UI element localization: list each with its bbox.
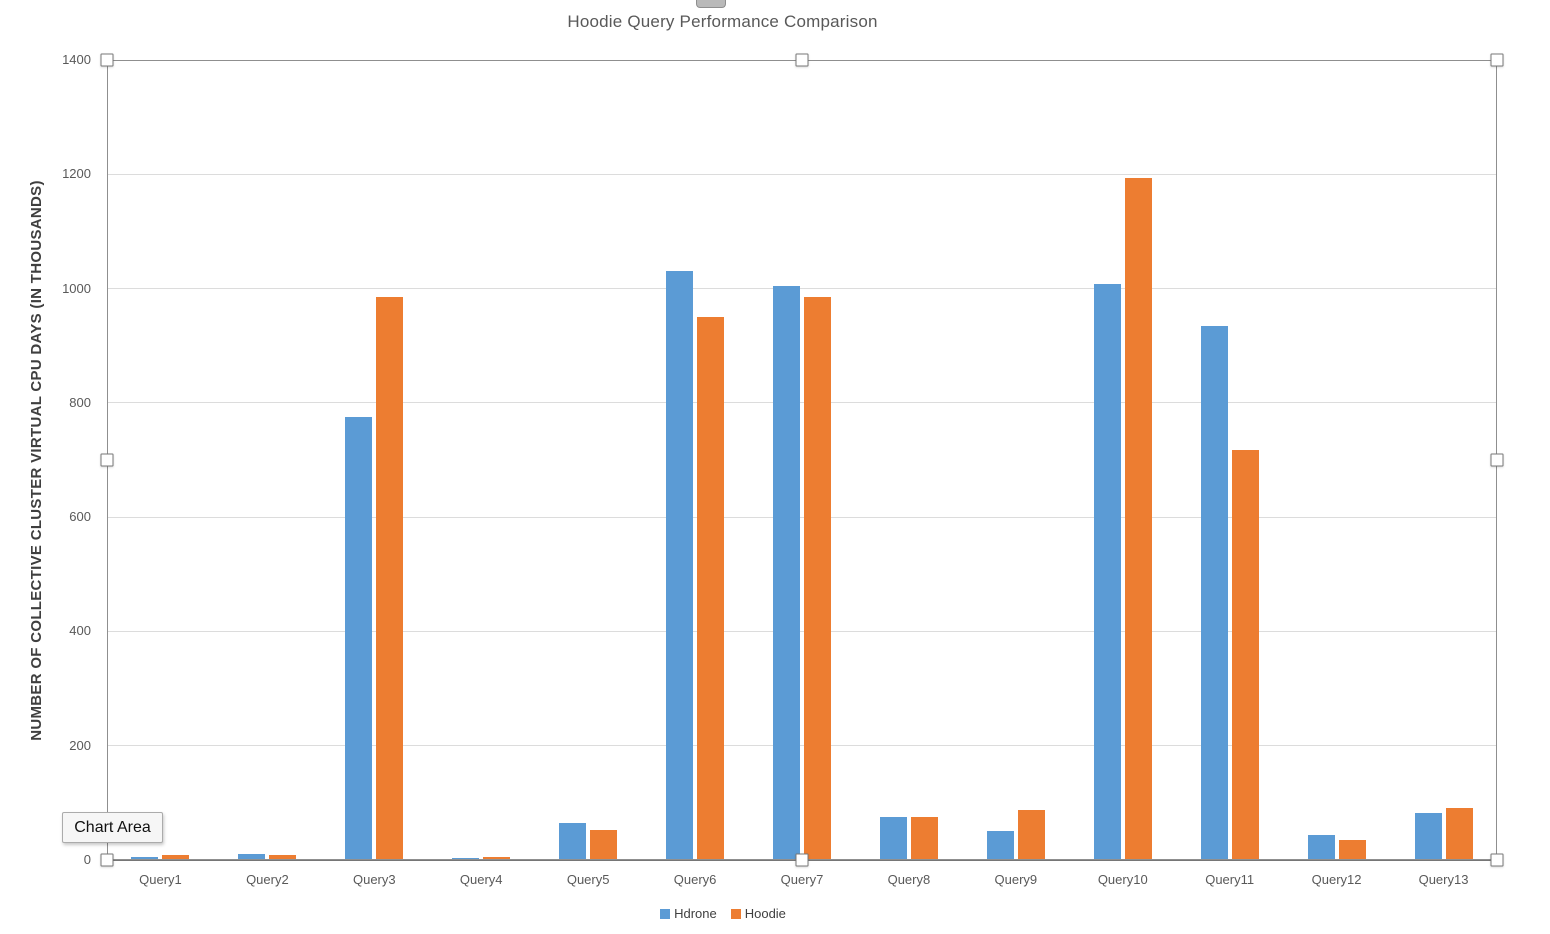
gridline: [107, 402, 1497, 404]
bar-hdrone-query5[interactable]: [559, 822, 587, 860]
selection-handle[interactable]: [1490, 853, 1504, 867]
bar-hoodie-query6[interactable]: [697, 317, 725, 860]
selection-handle[interactable]: [1490, 453, 1504, 467]
x-tick-label-query1: Query1: [139, 872, 182, 887]
bar-hoodie-query9[interactable]: [1017, 809, 1045, 860]
bar-hoodie-query12[interactable]: [1338, 840, 1366, 860]
y-tick-label: 1000: [62, 280, 91, 296]
gridline: [107, 745, 1497, 747]
x-tick-label-query4: Query4: [459, 872, 503, 887]
bar-hdrone-query1[interactable]: [131, 857, 159, 860]
bar-hoodie-query3[interactable]: [376, 297, 404, 860]
y-tick-label: 1200: [62, 166, 91, 182]
chart-title[interactable]: Hoodie Query Performance Comparison: [567, 12, 878, 31]
selection-handle[interactable]: [100, 853, 114, 867]
x-tick-label-query11: Query11: [1205, 872, 1255, 887]
legend-swatch-icon: [730, 908, 741, 919]
bar-hdrone-query8[interactable]: [879, 817, 907, 860]
x-tick-label-query3: Query3: [352, 872, 396, 887]
gridline: [107, 630, 1497, 632]
bar-hoodie-query8[interactable]: [910, 817, 938, 860]
bar-hoodie-query13[interactable]: [1445, 808, 1473, 860]
x-tick-label-query12: Query12: [1311, 872, 1362, 887]
bar-hdrone-query12[interactable]: [1307, 834, 1335, 860]
x-tick-label-query8: Query8: [887, 872, 931, 887]
selection-handle[interactable]: [795, 853, 809, 867]
bar-hoodie-query2[interactable]: [269, 854, 297, 860]
bar-hdrone-query3[interactable]: [345, 417, 373, 860]
y-tick-label: 0: [83, 852, 91, 867]
y-tick-label: 800: [69, 394, 91, 410]
bar-hdrone-query7[interactable]: [773, 285, 800, 860]
x-tick-label-query6: Query6: [673, 872, 717, 887]
y-tick-label: 400: [69, 623, 91, 639]
bar-hoodie-query11[interactable]: [1231, 449, 1259, 860]
legend-item-hdrone[interactable]: Hdrone: [660, 906, 717, 921]
bar-hdrone-query11[interactable]: [1200, 325, 1228, 860]
selection-handle[interactable]: [100, 453, 114, 467]
bar-hoodie-query4[interactable]: [483, 857, 511, 860]
selection-handle[interactable]: [795, 53, 809, 67]
y-tick-label: 600: [69, 509, 91, 525]
gridline: [107, 516, 1497, 518]
legend-label: Hoodie: [744, 906, 786, 921]
plot-area[interactable]: [107, 59, 1497, 860]
x-tick-label-query2: Query2: [246, 872, 289, 887]
selection-handle[interactable]: [1490, 53, 1504, 67]
gridline: [107, 288, 1497, 290]
bar-hdrone-query9[interactable]: [986, 831, 1014, 860]
x-tick-label-query7: Query7: [780, 872, 824, 887]
x-tick-label-query5: Query5: [566, 872, 610, 887]
chart-area-tooltip: Chart Area: [62, 812, 163, 843]
x-tick-label-query10: Query10: [1097, 872, 1148, 887]
y-tick-label: 200: [69, 737, 91, 753]
y-axis-title[interactable]: NUMBER OF COLLECTIVE CLUSTER VIRTUAL CPU…: [27, 179, 45, 741]
bar-hdrone-query6[interactable]: [666, 271, 694, 860]
legend-label: Hdrone: [674, 906, 717, 921]
legend-item-hoodie[interactable]: Hoodie: [730, 906, 786, 921]
legend-swatch-icon: [660, 908, 671, 919]
bar-hdrone-query13[interactable]: [1414, 813, 1442, 860]
top-partial-handle: [696, 0, 726, 8]
bar-hdrone-query10[interactable]: [1093, 284, 1121, 860]
x-tick-label-query9: Query9: [994, 872, 1038, 887]
selection-handle[interactable]: [100, 53, 114, 67]
x-tick-label-query13: Query13: [1418, 872, 1469, 887]
y-tick-label: 1400: [62, 52, 91, 67]
bar-hoodie-query7[interactable]: [804, 297, 831, 860]
bar-hdrone-query2[interactable]: [238, 854, 266, 860]
legend[interactable]: Hdrone Hoodie: [0, 906, 1446, 921]
bar-hoodie-query1[interactable]: [162, 854, 190, 860]
bar-hdrone-query4[interactable]: [452, 857, 480, 860]
gridline: [107, 173, 1497, 175]
bar-hoodie-query10[interactable]: [1124, 178, 1152, 860]
bar-hoodie-query5[interactable]: [590, 830, 618, 860]
